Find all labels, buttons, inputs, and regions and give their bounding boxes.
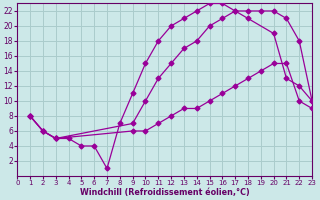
- X-axis label: Windchill (Refroidissement éolien,°C): Windchill (Refroidissement éolien,°C): [80, 188, 250, 197]
